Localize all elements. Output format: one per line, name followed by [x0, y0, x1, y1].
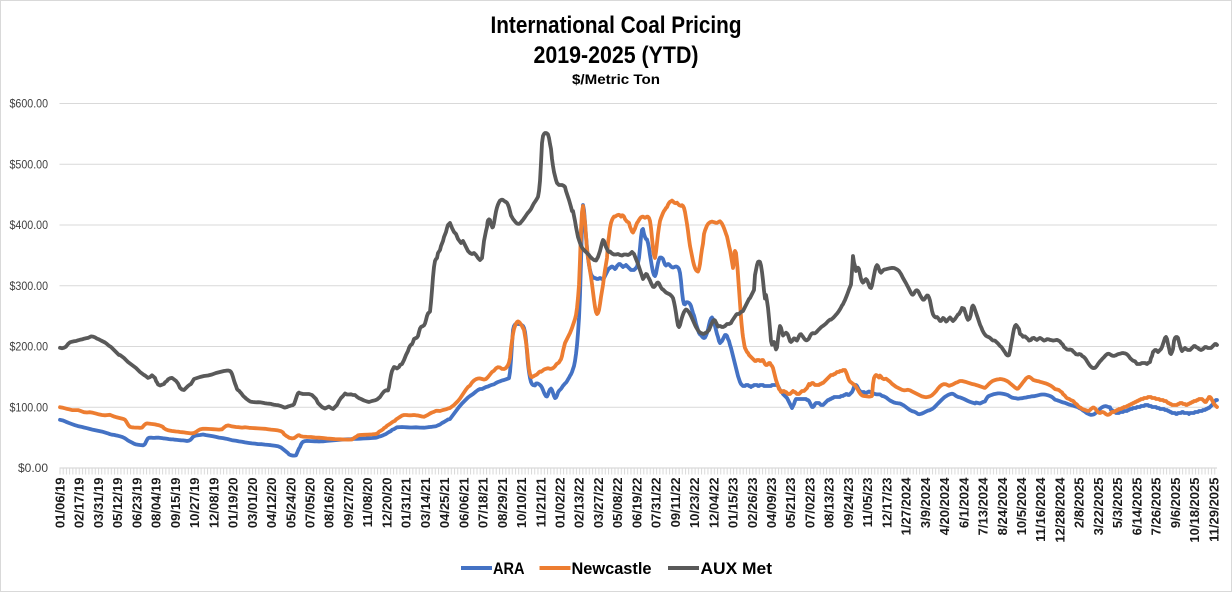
svg-text:04/09/23: 04/09/23	[764, 478, 779, 529]
svg-text:07/05/20: 07/05/20	[303, 478, 318, 529]
svg-text:6/1/2024: 6/1/2024	[956, 477, 971, 528]
svg-text:09/15/19: 09/15/19	[168, 478, 183, 529]
svg-text:12/08/19: 12/08/19	[206, 478, 221, 529]
svg-text:09/27/20: 09/27/20	[341, 478, 356, 529]
svg-text:$600.00: $600.00	[10, 99, 49, 111]
svg-text:06/23/19: 06/23/19	[129, 478, 144, 529]
svg-text:2019-2025 (YTD): 2019-2025 (YTD)	[534, 42, 699, 69]
svg-text:07/18/21: 07/18/21	[476, 477, 491, 528]
svg-text:06/19/22: 06/19/22	[629, 478, 644, 529]
svg-text:5/3/2025: 5/3/2025	[1110, 478, 1125, 529]
svg-text:AUX Met: AUX Met	[701, 559, 773, 578]
svg-text:01/19/20: 01/19/20	[226, 478, 241, 529]
svg-text:$100.00: $100.00	[10, 402, 49, 414]
svg-text:03/14/21: 03/14/21	[418, 478, 433, 529]
svg-text:08/29/21: 08/29/21	[495, 478, 510, 529]
svg-text:$/Metric Ton: $/Metric Ton	[572, 72, 660, 87]
svg-text:$0.00: $0.00	[18, 463, 48, 475]
svg-text:6/14/2025: 6/14/2025	[1129, 478, 1144, 536]
svg-text:07/31/22: 07/31/22	[649, 478, 664, 529]
svg-text:01/06/19: 01/06/19	[53, 478, 68, 529]
svg-text:01/31/21: 01/31/21	[399, 478, 414, 529]
svg-text:05/12/19: 05/12/19	[110, 478, 125, 529]
svg-text:09/24/23: 09/24/23	[841, 478, 856, 529]
svg-text:$300.00: $300.00	[10, 281, 49, 293]
svg-text:09/11/22: 09/11/22	[668, 478, 683, 528]
svg-text:12/04/22: 12/04/22	[706, 478, 721, 529]
svg-text:$500.00: $500.00	[10, 159, 49, 171]
svg-text:$400.00: $400.00	[10, 220, 49, 232]
svg-text:7/13/2024: 7/13/2024	[976, 477, 991, 536]
svg-text:8/24/2024: 8/24/2024	[995, 477, 1010, 536]
svg-text:$200.00: $200.00	[10, 342, 49, 354]
svg-text:04/12/20: 04/12/20	[264, 478, 279, 529]
svg-text:11/08/20: 11/08/20	[360, 478, 375, 528]
svg-text:04/25/21: 04/25/21	[437, 478, 452, 529]
svg-text:Newcastle: Newcastle	[572, 559, 652, 578]
svg-text:02/17/19: 02/17/19	[72, 478, 87, 529]
svg-text:10/18/2025: 10/18/2025	[1187, 478, 1202, 543]
svg-text:08/16/20: 08/16/20	[322, 478, 337, 529]
svg-text:03/01/20: 03/01/20	[245, 478, 260, 529]
svg-text:01/02/22: 01/02/22	[553, 478, 568, 529]
svg-text:05/24/20: 05/24/20	[283, 478, 298, 529]
svg-text:01/15/23: 01/15/23	[726, 478, 741, 529]
svg-text:International Coal Pricing: International Coal Pricing	[491, 12, 742, 39]
svg-text:10/5/2024: 10/5/2024	[1014, 477, 1029, 536]
svg-text:08/13/23: 08/13/23	[822, 478, 837, 529]
svg-text:10/23/22: 10/23/22	[687, 478, 702, 529]
svg-text:12/17/23: 12/17/23	[879, 478, 894, 529]
svg-text:9/6/2025: 9/6/2025	[1168, 478, 1183, 529]
svg-text:02/26/23: 02/26/23	[745, 478, 760, 529]
svg-text:10/10/21: 10/10/21	[514, 478, 529, 529]
svg-text:12/28/2024: 12/28/2024	[1053, 477, 1068, 543]
svg-text:08/04/19: 08/04/19	[149, 478, 164, 529]
svg-text:12/20/20: 12/20/20	[379, 478, 394, 529]
svg-text:10/27/19: 10/27/19	[187, 478, 202, 529]
svg-text:3/9/2024: 3/9/2024	[918, 477, 933, 528]
svg-text:2/8/2025: 2/8/2025	[1072, 478, 1087, 529]
svg-text:03/27/22: 03/27/22	[591, 478, 606, 529]
svg-text:11/16/2024: 11/16/2024	[1033, 477, 1048, 542]
svg-text:1/27/2024: 1/27/2024	[899, 477, 914, 536]
svg-text:07/02/23: 07/02/23	[803, 478, 818, 529]
svg-text:11/05/23: 11/05/23	[860, 478, 875, 528]
svg-text:06/06/21: 06/06/21	[456, 478, 471, 529]
svg-text:4/20/2024: 4/20/2024	[937, 477, 952, 536]
svg-text:05/21/23: 05/21/23	[783, 478, 798, 529]
svg-text:11/29/2025: 11/29/2025	[1206, 478, 1221, 542]
svg-text:05/08/22: 05/08/22	[610, 478, 625, 529]
svg-text:03/31/19: 03/31/19	[91, 478, 106, 529]
svg-text:ARA: ARA	[493, 559, 525, 578]
svg-text:11/21/21: 11/21/21	[533, 478, 548, 528]
svg-text:7/26/2025: 7/26/2025	[1149, 478, 1164, 536]
svg-text:3/22/2025: 3/22/2025	[1091, 478, 1106, 536]
svg-text:02/13/22: 02/13/22	[572, 478, 587, 529]
